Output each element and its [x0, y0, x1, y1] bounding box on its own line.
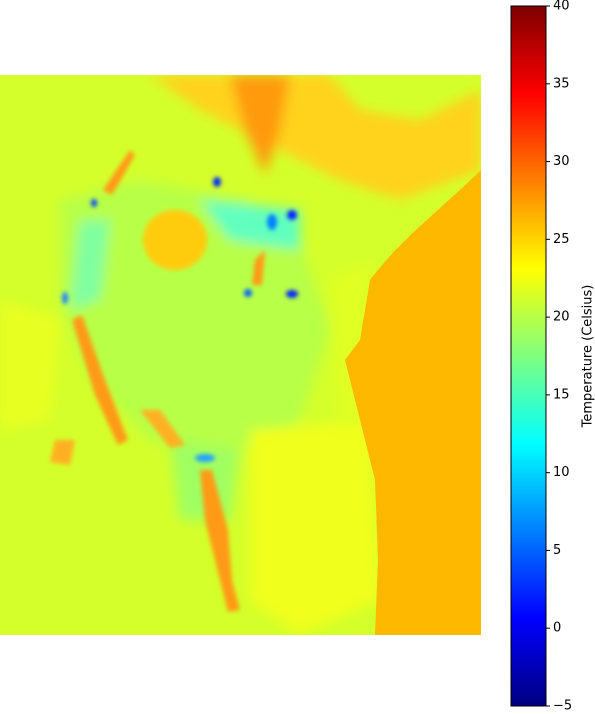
tick-label: 0	[553, 621, 561, 636]
colorbar-ticks: −5 0 5 10 15 20 25 30 35 40	[546, 0, 572, 714]
colorbar	[510, 5, 547, 707]
tick-label: 35	[553, 76, 570, 91]
tick-label: 10	[553, 465, 570, 480]
temperature-map	[0, 75, 481, 635]
tick-label: 25	[553, 232, 570, 247]
tick-label: 15	[553, 387, 570, 402]
colorbar-label: Temperature (Celsius)	[581, 285, 595, 429]
tick-label: −5	[553, 699, 572, 714]
tick-label: 30	[553, 154, 570, 169]
tick-label: 40	[553, 0, 570, 14]
tick-label: 20	[553, 310, 570, 325]
tick-label: 5	[553, 543, 561, 558]
